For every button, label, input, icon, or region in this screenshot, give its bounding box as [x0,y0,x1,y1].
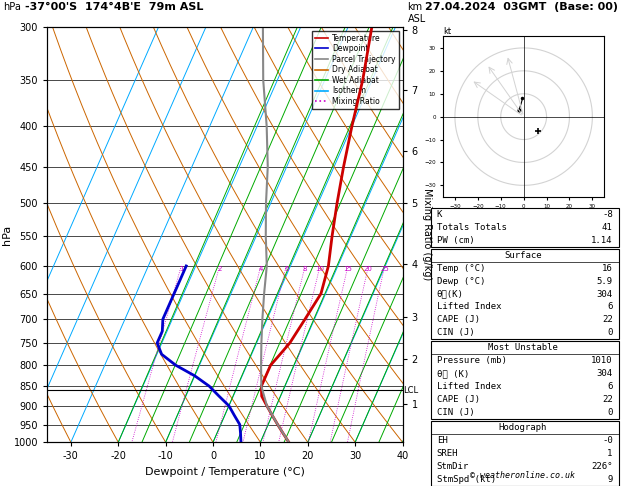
Text: 25: 25 [381,266,389,272]
Text: 10: 10 [316,266,325,272]
Text: LCL: LCL [403,386,418,395]
Text: kt: kt [443,27,452,36]
Text: θᴄ(K): θᴄ(K) [437,290,464,298]
Legend: Temperature, Dewpoint, Parcel Trajectory, Dry Adiabat, Wet Adiabat, Isotherm, Mi: Temperature, Dewpoint, Parcel Trajectory… [311,31,399,109]
Text: 0: 0 [608,408,613,417]
Y-axis label: Mixing Ratio (g/kg): Mixing Ratio (g/kg) [421,189,431,280]
Text: θᴄ (K): θᴄ (K) [437,369,469,378]
Text: K: K [437,210,442,219]
Text: Temp (°C): Temp (°C) [437,264,485,273]
Y-axis label: hPa: hPa [3,225,12,244]
Text: 0: 0 [608,328,613,337]
Text: Totals Totals: Totals Totals [437,223,506,232]
Bar [431,208,619,246]
Text: CIN (J): CIN (J) [437,408,474,417]
Text: Lifted Index: Lifted Index [437,302,501,312]
Text: 27.04.2024  03GMT  (Base: 00): 27.04.2024 03GMT (Base: 00) [425,2,618,13]
Text: 16: 16 [602,264,613,273]
Text: 15: 15 [343,266,352,272]
Bar [431,341,619,419]
Text: StmSpd (kt): StmSpd (kt) [437,475,496,484]
Text: km
ASL: km ASL [408,2,426,24]
Text: Most Unstable: Most Unstable [487,343,558,352]
Text: hPa: hPa [3,2,21,13]
Text: Hodograph: Hodograph [499,423,547,432]
Text: 9: 9 [608,475,613,484]
Text: Dewp (°C): Dewp (°C) [437,277,485,286]
Text: -0: -0 [602,436,613,445]
Text: CAPE (J): CAPE (J) [437,315,480,324]
Bar [431,249,619,339]
Text: 6: 6 [284,266,289,272]
Text: CIN (J): CIN (J) [437,328,474,337]
Text: StmDir: StmDir [437,462,469,470]
Text: 1: 1 [608,449,613,458]
Text: 41: 41 [602,223,613,232]
Text: -8: -8 [602,210,613,219]
Text: 1.14: 1.14 [591,236,613,244]
Text: -37°00'S  174°4B'E  79m ASL: -37°00'S 174°4B'E 79m ASL [25,2,204,13]
Bar [431,421,619,486]
Text: 1010: 1010 [591,356,613,365]
Text: 2: 2 [218,266,222,272]
Text: 6: 6 [608,382,613,391]
Text: 4: 4 [259,266,263,272]
Text: 226°: 226° [591,462,613,470]
Text: 6: 6 [608,302,613,312]
Text: Lifted Index: Lifted Index [437,382,501,391]
Text: Pressure (mb): Pressure (mb) [437,356,506,365]
Text: CAPE (J): CAPE (J) [437,395,480,404]
Text: 304: 304 [596,369,613,378]
Text: 22: 22 [602,395,613,404]
Text: SREH: SREH [437,449,458,458]
X-axis label: Dewpoint / Temperature (°C): Dewpoint / Temperature (°C) [145,467,305,477]
Text: 1: 1 [179,266,184,272]
Text: © weatheronline.co.uk: © weatheronline.co.uk [470,471,575,480]
Text: 304: 304 [596,290,613,298]
Text: 8: 8 [303,266,308,272]
Text: 22: 22 [602,315,613,324]
Text: 20: 20 [364,266,373,272]
Text: Surface: Surface [504,251,542,260]
Text: PW (cm): PW (cm) [437,236,474,244]
Text: 5.9: 5.9 [596,277,613,286]
Text: EH: EH [437,436,447,445]
